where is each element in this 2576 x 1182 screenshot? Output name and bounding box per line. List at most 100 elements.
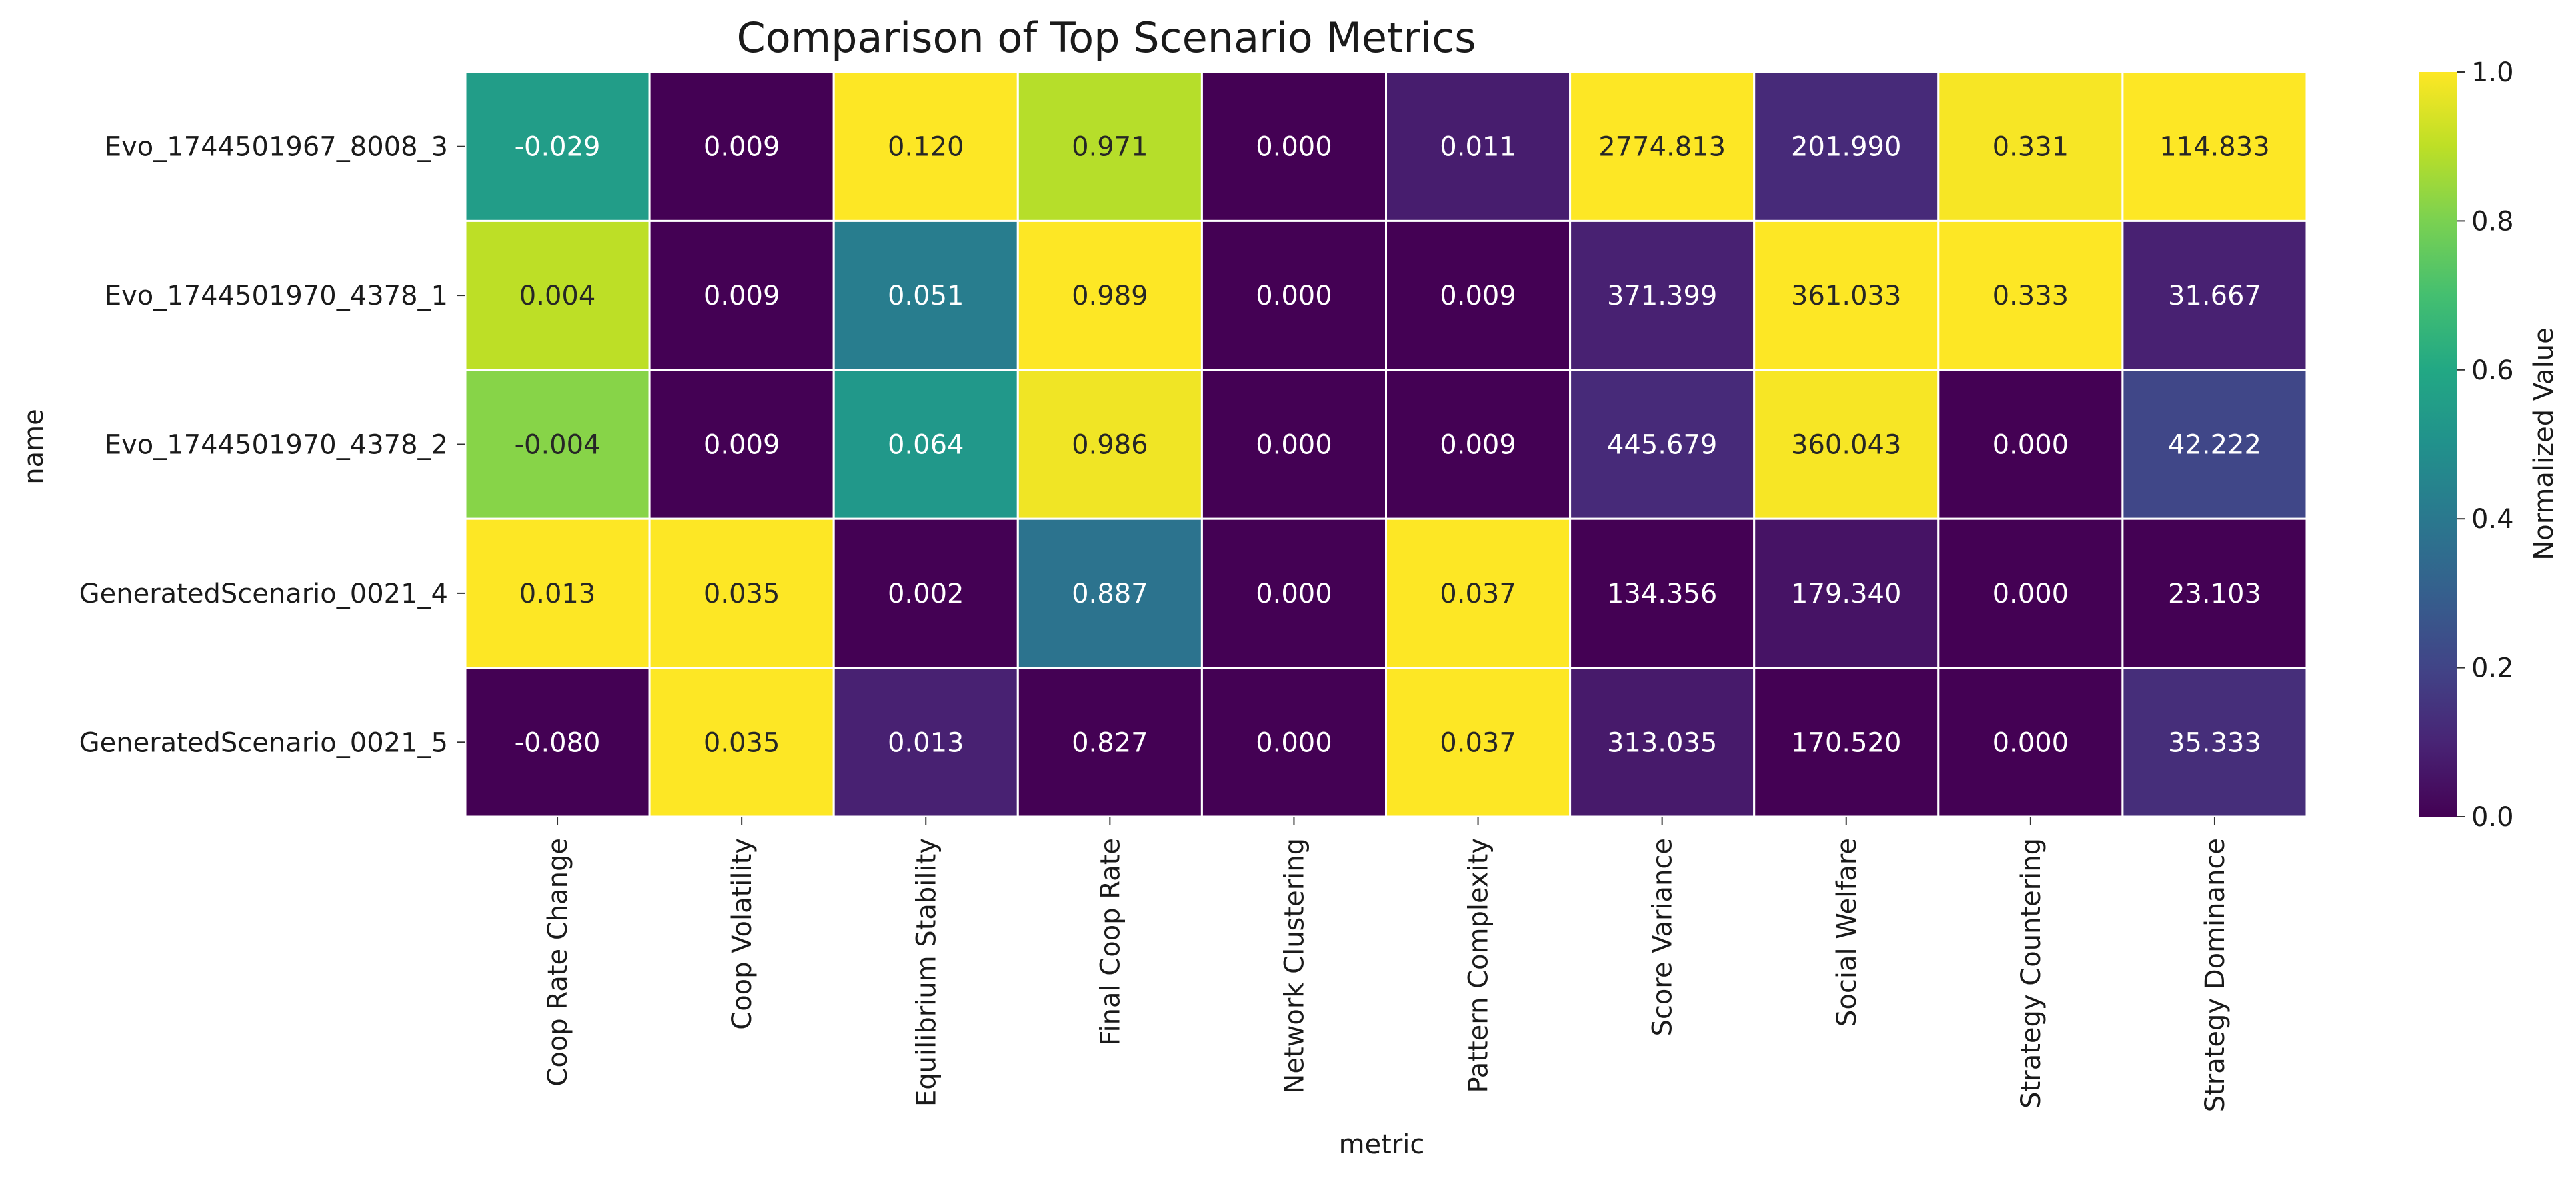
heatmap-cell bbox=[464, 517, 651, 669]
cell-value-label: 0.064 bbox=[888, 430, 964, 461]
cell-value-label: 360.043 bbox=[1791, 430, 1901, 461]
cell-value-label: -0.080 bbox=[515, 727, 601, 758]
heatmap-cell bbox=[1200, 369, 1388, 520]
row-labels: Evo_1744501967_8008_3 Evo_1744501970_4378… bbox=[79, 132, 465, 758]
column-label: Score Variance bbox=[1648, 838, 1678, 1037]
column-label: Strategy Dominance bbox=[2200, 838, 2231, 1112]
heatmap-cell bbox=[464, 369, 651, 520]
heatmap-cell bbox=[1753, 369, 1940, 520]
cell-value-label: 0.000 bbox=[1256, 132, 1332, 163]
column-label: Coop Rate Change bbox=[543, 838, 573, 1087]
cell-value-label: 371.399 bbox=[1607, 281, 1717, 311]
heatmap-cell bbox=[1200, 71, 1388, 222]
colorbar bbox=[2419, 72, 2457, 817]
colorbar-tick-label: 0.6 bbox=[2471, 355, 2514, 386]
heatmap-cell bbox=[648, 219, 835, 371]
cell-value-label: 0.011 bbox=[1440, 132, 1516, 163]
cell-value-label: 0.989 bbox=[1072, 281, 1148, 311]
heatmap-cell bbox=[1569, 667, 1756, 818]
heatmap-cell bbox=[1569, 369, 1756, 520]
cell-value-label: 0.000 bbox=[1256, 727, 1332, 758]
cell-value-label: 170.520 bbox=[1791, 727, 1901, 758]
heatmap-cell bbox=[464, 71, 651, 222]
row-label: Evo_1744501970_4378_1 bbox=[105, 281, 448, 311]
column-label: Pattern Complexity bbox=[1464, 838, 1494, 1093]
cell-value-label: 23.103 bbox=[2168, 579, 2261, 609]
heatmap-cell bbox=[1200, 517, 1388, 669]
cell-value-label: 0.037 bbox=[1440, 579, 1516, 609]
cell-value-label: 0.051 bbox=[888, 281, 964, 311]
heatmap-cell bbox=[1385, 219, 1572, 371]
cell-value-label: 0.009 bbox=[704, 132, 780, 163]
cell-value-label: 2774.813 bbox=[1598, 132, 1726, 163]
cell-value-label: 0.000 bbox=[1993, 430, 2069, 461]
y-axis-label: name bbox=[19, 409, 49, 484]
cell-value-label: 0.000 bbox=[1993, 727, 2069, 758]
row-label: Evo_1744501967_8008_3 bbox=[105, 132, 448, 163]
cell-value-label: 0.887 bbox=[1072, 579, 1148, 609]
cell-value-label: 0.000 bbox=[1993, 579, 2069, 609]
heatmap-cell bbox=[1569, 219, 1756, 371]
heatmap-cell bbox=[1200, 667, 1388, 818]
heatmap-cell bbox=[1753, 219, 1940, 371]
heatmap-cell bbox=[832, 71, 1019, 222]
row-label: Evo_1744501970_4378_2 bbox=[105, 430, 448, 461]
heatmap-cell bbox=[1016, 219, 1203, 371]
column-label: Network Clustering bbox=[1279, 838, 1310, 1094]
heatmap-cells: -0.029 0.009 0.120 0.971 0.000 0.011 2774.813 2… bbox=[464, 71, 2308, 818]
colorbar-label: Normalized Value bbox=[2529, 327, 2559, 560]
cell-value-label: 445.679 bbox=[1607, 430, 1717, 461]
heatmap-cell bbox=[1937, 517, 2124, 669]
cell-value-label: 0.333 bbox=[1993, 281, 2069, 311]
cell-value-label: 31.667 bbox=[2168, 281, 2261, 311]
column-labels: Coop Rate Change Coop Volatility Equilibri… bbox=[543, 817, 2231, 1112]
cell-value-label: 0.037 bbox=[1440, 727, 1516, 758]
colorbar-tick-label: 1.0 bbox=[2471, 57, 2514, 88]
colorbar-tick-label: 0.4 bbox=[2471, 504, 2514, 535]
heatmap-cell bbox=[1016, 71, 1203, 222]
heatmap-cell bbox=[2121, 517, 2308, 669]
cell-value-label: 0.004 bbox=[519, 281, 596, 311]
row-label: GeneratedScenario_0021_4 bbox=[79, 579, 448, 609]
column-label: Social Welfare bbox=[1832, 838, 1862, 1027]
cell-value-label: 0.009 bbox=[1440, 430, 1516, 461]
column-label: Coop Volatility bbox=[727, 838, 758, 1030]
cell-value-label: 114.833 bbox=[2159, 132, 2269, 163]
heatmap-cell bbox=[2121, 219, 2308, 371]
cell-value-label: 0.013 bbox=[888, 727, 964, 758]
heatmap-cell bbox=[832, 667, 1019, 818]
colorbar-tick-label: 0.0 bbox=[2471, 802, 2514, 833]
colorbar-ticks: 0.0 0.2 0.4 0.6 0.8 1.0 bbox=[2457, 57, 2514, 833]
x-axis-label: metric bbox=[1339, 1129, 1425, 1160]
cell-value-label: 35.333 bbox=[2168, 727, 2261, 758]
cell-value-label: -0.004 bbox=[515, 430, 601, 461]
cell-value-label: 0.986 bbox=[1072, 430, 1148, 461]
heatmap-cell bbox=[2121, 667, 2308, 818]
cell-value-label: 0.002 bbox=[888, 579, 964, 609]
cell-value-label: 0.035 bbox=[704, 727, 780, 758]
cell-value-label: 0.120 bbox=[888, 132, 964, 163]
cell-value-label: -0.029 bbox=[515, 132, 601, 163]
cell-value-label: 0.971 bbox=[1072, 132, 1148, 163]
cell-value-label: 0.000 bbox=[1256, 579, 1332, 609]
heatmap-cell bbox=[1753, 667, 1940, 818]
cell-value-label: 313.035 bbox=[1607, 727, 1717, 758]
cell-value-label: 134.356 bbox=[1607, 579, 1717, 609]
cell-value-label: 0.331 bbox=[1993, 132, 2069, 163]
cell-value-label: 0.827 bbox=[1072, 727, 1148, 758]
chart-title: Comparison of Top Scenario Metrics bbox=[736, 13, 1476, 62]
colorbar-tick-label: 0.8 bbox=[2471, 206, 2514, 237]
column-label: Final Coop Rate bbox=[1095, 838, 1126, 1046]
heatmap-cell bbox=[2121, 369, 2308, 520]
heatmap-cell bbox=[1937, 369, 2124, 520]
cell-value-label: 0.000 bbox=[1256, 281, 1332, 311]
cell-value-label: 361.033 bbox=[1791, 281, 1901, 311]
heatmap-cell bbox=[1937, 667, 2124, 818]
cell-value-label: 0.009 bbox=[704, 430, 780, 461]
cell-value-label: 179.340 bbox=[1791, 579, 1901, 609]
heatmap-cell bbox=[1753, 517, 1940, 669]
heatmap-cell bbox=[1385, 517, 1572, 669]
heatmap-cell bbox=[2121, 71, 2308, 222]
heatmap-cell bbox=[1753, 71, 1940, 222]
